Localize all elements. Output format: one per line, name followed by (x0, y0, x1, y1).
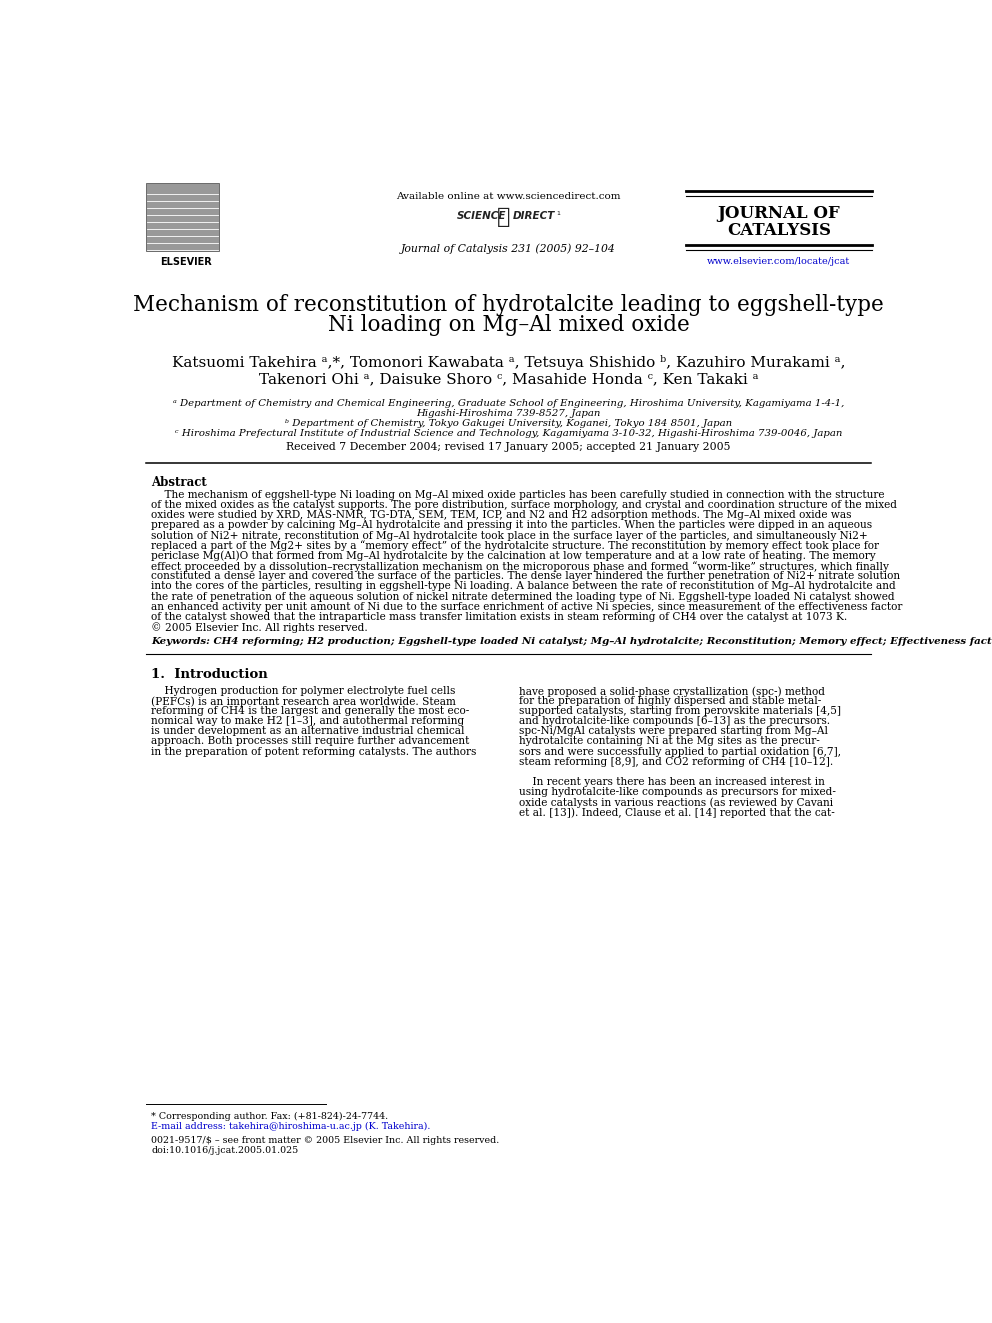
Text: DIRECT: DIRECT (513, 212, 556, 221)
Text: 1.  Introduction: 1. Introduction (151, 668, 268, 680)
Text: of the catalyst showed that the intraparticle mass transfer limitation exists in: of the catalyst showed that the intrapar… (151, 611, 847, 622)
Text: an enhanced activity per unit amount of Ni due to the surface enrichment of acti: an enhanced activity per unit amount of … (151, 602, 903, 611)
Text: nomical way to make H2 [1–3], and autothermal reforming: nomical way to make H2 [1–3], and autoth… (151, 716, 464, 726)
Text: into the cores of the particles, resulting in eggshell-type Ni loading. A balanc: into the cores of the particles, resulti… (151, 581, 896, 591)
Text: Abstract: Abstract (151, 476, 207, 490)
Text: ¹: ¹ (557, 212, 560, 221)
Text: ELSEVIER: ELSEVIER (160, 257, 212, 266)
Text: supported catalysts, starting from perovskite materials [4,5]: supported catalysts, starting from perov… (519, 706, 841, 716)
Text: Available online at www.sciencedirect.com: Available online at www.sciencedirect.co… (396, 192, 621, 201)
Text: ᵃ Department of Chemistry and Chemical Engineering, Graduate School of Engineeri: ᵃ Department of Chemistry and Chemical E… (173, 400, 844, 407)
Text: reforming of CH4 is the largest and generally the most eco-: reforming of CH4 is the largest and gene… (151, 706, 469, 716)
Bar (146, 184, 219, 251)
Text: oxide catalysts in various reactions (as reviewed by Cavani: oxide catalysts in various reactions (as… (519, 796, 833, 807)
Text: effect proceeded by a dissolution–recrystallization mechanism on the microporous: effect proceeded by a dissolution–recrys… (151, 561, 889, 572)
Text: JOURNAL OF: JOURNAL OF (717, 205, 840, 222)
Text: sors and were successfully applied to partial oxidation [6,7],: sors and were successfully applied to pa… (519, 746, 841, 757)
Text: Received 7 December 2004; revised 17 January 2005; accepted 21 January 2005: Received 7 December 2004; revised 17 Jan… (286, 442, 731, 452)
Text: periclase Mg(Al)O that formed from Mg–Al hydrotalcite by the calcination at low : periclase Mg(Al)O that formed from Mg–Al… (151, 550, 876, 561)
Text: have proposed a solid-phase crystallization (spc-) method: have proposed a solid-phase crystallizat… (519, 687, 825, 697)
Text: Keywords: CH4 reforming; H2 production; Eggshell-type loaded Ni catalyst; Mg–Al : Keywords: CH4 reforming; H2 production; … (151, 636, 992, 646)
Text: steam reforming [8,9], and CO2 reforming of CH4 [10–12].: steam reforming [8,9], and CO2 reforming… (519, 757, 833, 766)
Text: the rate of penetration of the aqueous solution of nickel nitrate determined the: the rate of penetration of the aqueous s… (151, 591, 895, 602)
Text: 0021-9517/$ – see front matter © 2005 Elsevier Inc. All rights reserved.: 0021-9517/$ – see front matter © 2005 El… (151, 1136, 499, 1144)
Text: and hydrotalcite-like compounds [6–13] as the precursors.: and hydrotalcite-like compounds [6–13] a… (519, 716, 830, 726)
Text: SCIENCE: SCIENCE (457, 212, 507, 221)
Text: of the mixed oxides as the catalyst supports. The pore distribution, surface mor: of the mixed oxides as the catalyst supp… (151, 500, 897, 511)
Text: ⓐ: ⓐ (497, 208, 511, 228)
Text: solution of Ni2+ nitrate, reconstitution of Mg–Al hydrotalcite took place in the: solution of Ni2+ nitrate, reconstitution… (151, 531, 868, 541)
Text: * Corresponding author. Fax: (+81-824)-24-7744.: * Corresponding author. Fax: (+81-824)-2… (151, 1113, 388, 1121)
Text: spc-Ni/MgAl catalysts were prepared starting from Mg–Al: spc-Ni/MgAl catalysts were prepared star… (519, 726, 828, 737)
Text: Katsuomi Takehira ᵃ,*, Tomonori Kawabata ᵃ, Tetsuya Shishido ᵇ, Kazuhiro Murakam: Katsuomi Takehira ᵃ,*, Tomonori Kawabata… (172, 355, 845, 370)
Text: doi:10.1016/j.jcat.2005.01.025: doi:10.1016/j.jcat.2005.01.025 (151, 1146, 299, 1155)
Text: E-mail address: takehira@hiroshima-u.ac.jp (K. Takehira).: E-mail address: takehira@hiroshima-u.ac.… (151, 1122, 431, 1131)
Text: The mechanism of eggshell-type Ni loading on Mg–Al mixed oxide particles has bee: The mechanism of eggshell-type Ni loadin… (151, 490, 885, 500)
Text: prepared as a powder by calcining Mg–Al hydrotalcite and pressing it into the pa: prepared as a powder by calcining Mg–Al … (151, 520, 872, 531)
Text: for the preparation of highly dispersed and stable metal-: for the preparation of highly dispersed … (519, 696, 821, 706)
Text: is under development as an alternative industrial chemical: is under development as an alternative i… (151, 726, 464, 737)
Text: ᶜ Hiroshima Prefectural Institute of Industrial Science and Technology, Kagamiya: ᶜ Hiroshima Prefectural Institute of Ind… (175, 429, 842, 438)
Text: in the preparation of potent reforming catalysts. The authors: in the preparation of potent reforming c… (151, 746, 476, 757)
Text: et al. [13]). Indeed, Clause et al. [14] reported that the cat-: et al. [13]). Indeed, Clause et al. [14]… (519, 807, 835, 818)
Text: constituted a dense layer and covered the surface of the particles. The dense la: constituted a dense layer and covered th… (151, 572, 901, 581)
Text: replaced a part of the Mg2+ sites by a “memory effect” of the hydrotalcite struc: replaced a part of the Mg2+ sites by a “… (151, 541, 879, 552)
Text: Takenori Ohi ᵃ, Daisuke Shoro ᶜ, Masahide Honda ᶜ, Ken Takaki ᵃ: Takenori Ohi ᵃ, Daisuke Shoro ᶜ, Masahid… (259, 372, 758, 386)
Text: hydrotalcite containing Ni at the Mg sites as the precur-: hydrotalcite containing Ni at the Mg sit… (519, 737, 820, 746)
Text: using hydrotalcite-like compounds as precursors for mixed-: using hydrotalcite-like compounds as pre… (519, 787, 836, 796)
Text: In recent years there has been an increased interest in: In recent years there has been an increa… (519, 777, 825, 787)
Text: ᵇ Department of Chemistry, Tokyo Gakugei University, Koganei, Tokyo 184 8501, Ja: ᵇ Department of Chemistry, Tokyo Gakugei… (285, 419, 732, 429)
Text: © 2005 Elsevier Inc. All rights reserved.: © 2005 Elsevier Inc. All rights reserved… (151, 622, 368, 632)
Text: CATALYSIS: CATALYSIS (727, 222, 831, 239)
Text: Hydrogen production for polymer electrolyte fuel cells: Hydrogen production for polymer electrol… (151, 687, 455, 696)
Text: Mechanism of reconstitution of hydrotalcite leading to eggshell-type: Mechanism of reconstitution of hydrotalc… (133, 294, 884, 315)
Text: (PEFCs) is an important research area worldwide. Steam: (PEFCs) is an important research area wo… (151, 696, 456, 706)
Text: oxides were studied by XRD, MAS-NMR, TG-DTA, SEM, TEM, ICP, and N2 and H2 adsorp: oxides were studied by XRD, MAS-NMR, TG-… (151, 511, 851, 520)
Text: www.elsevier.com/locate/jcat: www.elsevier.com/locate/jcat (707, 257, 850, 266)
Text: Journal of Catalysis 231 (2005) 92–104: Journal of Catalysis 231 (2005) 92–104 (401, 243, 616, 254)
Text: approach. Both processes still require further advancement: approach. Both processes still require f… (151, 737, 469, 746)
Text: Higashi-Hiroshima 739-8527, Japan: Higashi-Hiroshima 739-8527, Japan (417, 409, 600, 418)
Text: Ni loading on Mg–Al mixed oxide: Ni loading on Mg–Al mixed oxide (327, 315, 689, 336)
